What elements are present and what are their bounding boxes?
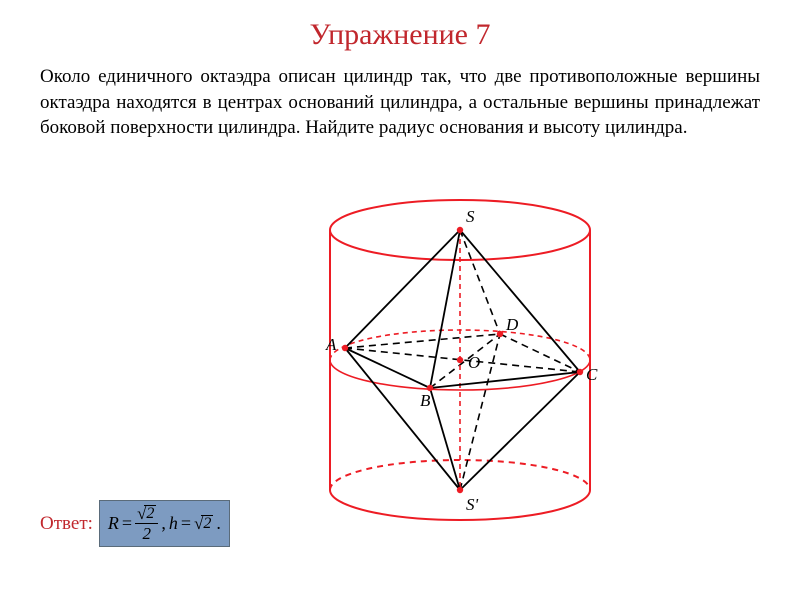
sqrt2-num: √2	[137, 505, 156, 522]
frac-den: 2	[142, 524, 151, 542]
label-C: C	[586, 365, 598, 384]
eq2: =	[181, 513, 191, 534]
label-D: D	[505, 315, 519, 334]
label-O: O	[468, 353, 480, 372]
var-R: R	[108, 513, 119, 534]
label-Sp: S'	[466, 495, 479, 514]
cylinder-bottom-front	[330, 490, 590, 520]
sqrt2-h: √2	[194, 515, 213, 532]
octahedron-cylinder-svg: S S' A B C D O	[290, 190, 630, 540]
equator-back	[330, 330, 590, 360]
eq1: =	[122, 513, 132, 534]
label-S: S	[466, 207, 475, 226]
vertex-points	[342, 227, 583, 493]
var-h: h	[169, 513, 178, 534]
comma: ,	[161, 513, 166, 534]
answer-row: Ответ: R = √2 2 , h = √2 .	[40, 500, 230, 547]
page-title: Упражнение 7	[0, 0, 800, 52]
answer-formula-box: R = √2 2 , h = √2 .	[99, 500, 230, 547]
period: .	[216, 513, 221, 534]
problem-text: Около единичного октаэдра описан цилиндр…	[0, 52, 800, 141]
answer-label: Ответ:	[40, 513, 93, 535]
figure: S S' A B C D O	[290, 190, 630, 540]
frac-sqrt2-over-2: √2 2	[135, 505, 158, 542]
label-B: B	[420, 391, 431, 410]
label-A: A	[325, 335, 337, 354]
